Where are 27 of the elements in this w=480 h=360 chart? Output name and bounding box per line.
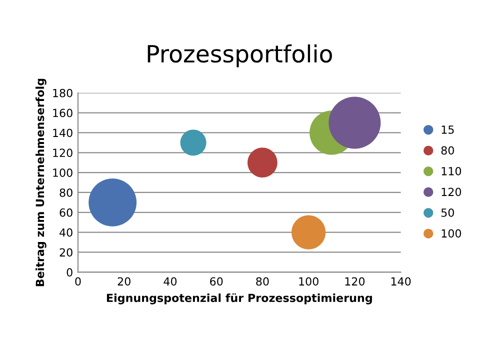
x-tick-label: 100 xyxy=(299,277,318,286)
y-tick-label: 100 xyxy=(53,168,72,177)
y-tick-label: 80 xyxy=(60,188,72,197)
x-tick-label: 120 xyxy=(345,277,365,286)
y-tick-label: 60 xyxy=(60,208,72,217)
chart-title: Prozessportfolio xyxy=(148,44,332,68)
y-tick-label: 0 xyxy=(66,268,72,277)
legend-label: 50 xyxy=(441,208,454,217)
legend-label: 80 xyxy=(441,146,454,155)
legend-label: 110 xyxy=(442,166,462,176)
legend-label: 15 xyxy=(442,126,454,134)
y-tick-label: 40 xyxy=(60,228,72,237)
y-tick-label: 160 xyxy=(53,108,72,118)
x-axis-title: Eignungspotenzial für Prozessoptimierung xyxy=(106,293,372,304)
y-tick-label: 140 xyxy=(53,128,72,138)
y-axis-title: Beitrag zum Unternehmenserfolg xyxy=(36,78,46,286)
y-tick-label: 180 xyxy=(53,88,72,98)
legend-label: 100 xyxy=(442,229,462,238)
x-tick-label: 0 xyxy=(75,277,81,286)
y-tick-label: 20 xyxy=(60,248,72,257)
x-tick-label: 60 xyxy=(210,277,223,286)
x-tick-label: 140 xyxy=(391,277,411,286)
x-tick-label: 40 xyxy=(164,277,177,286)
legend-label: 120 xyxy=(442,188,462,196)
x-tick-label: 20 xyxy=(118,277,130,286)
y-tick-label: 120 xyxy=(53,148,72,158)
x-tick-label: 80 xyxy=(256,277,269,286)
